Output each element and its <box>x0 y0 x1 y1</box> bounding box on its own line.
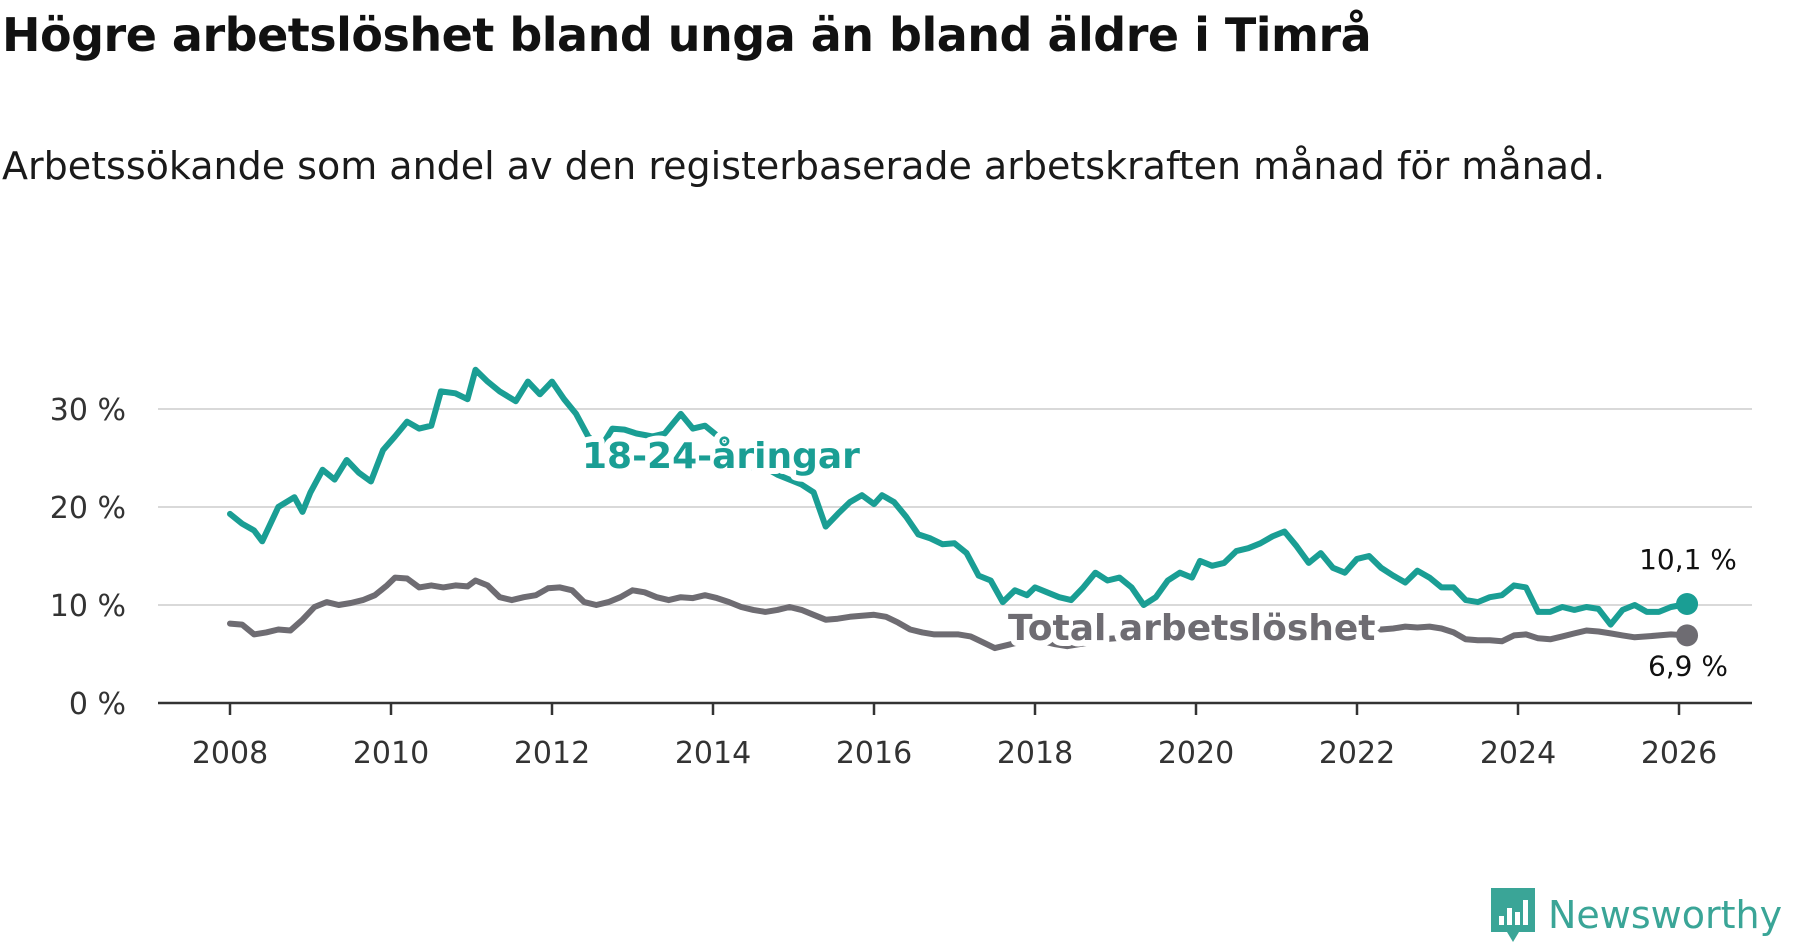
series-lines <box>227 366 1699 652</box>
chart-title: Högre arbetslöshet bland unga än bland ä… <box>2 8 1372 62</box>
end-point-youth <box>1676 593 1699 616</box>
x-tick-label: 2008 <box>192 736 268 771</box>
x-tick-label: 2010 <box>353 736 429 771</box>
x-tick-label: 2022 <box>1319 736 1395 771</box>
y-tick-label: 20 % <box>50 491 126 526</box>
x-tick-label: 2014 <box>675 736 751 771</box>
y-tick-label: 0 % <box>69 687 126 722</box>
x-tick-label: 2012 <box>514 736 590 771</box>
x-tick-label: 2020 <box>1158 736 1234 771</box>
series-line-total <box>227 574 1690 652</box>
y-axis-ticks: 0 % 10 % 20 % 30 % <box>50 393 126 722</box>
newsworthy-logo: Newsworthy <box>1488 886 1782 944</box>
gridlines <box>158 408 1752 705</box>
chart-subtitle: Arbetssökande som andel av den registerb… <box>2 144 1606 188</box>
end-label-youth: 10,1 % <box>1639 543 1737 576</box>
chart-bubble-icon <box>1491 888 1535 942</box>
end-label-total: 6,9 % <box>1648 649 1728 682</box>
y-tick-label: 10 % <box>50 589 126 624</box>
x-tick-label: 2018 <box>997 736 1073 771</box>
series-label-youth: 18-24-åringar <box>582 436 860 477</box>
x-tick-label: 2024 <box>1480 736 1556 771</box>
y-tick-label: 30 % <box>50 393 126 428</box>
x-tick-label: 2026 <box>1641 736 1717 771</box>
series-labels: 18-24-åringar Total arbetslöshet 10,1 % 6,9… <box>576 430 1743 688</box>
brand-name: Newsworthy <box>1548 893 1783 937</box>
x-tick-label: 2016 <box>836 736 912 771</box>
x-axis-ticks: 2008 2010 2012 2014 2016 2018 2020 2022 2024 2026 <box>192 703 1717 771</box>
end-point-total <box>1676 624 1699 647</box>
series-line-youth <box>227 366 1690 628</box>
series-label-total: Total arbetslöshet <box>1008 608 1376 649</box>
